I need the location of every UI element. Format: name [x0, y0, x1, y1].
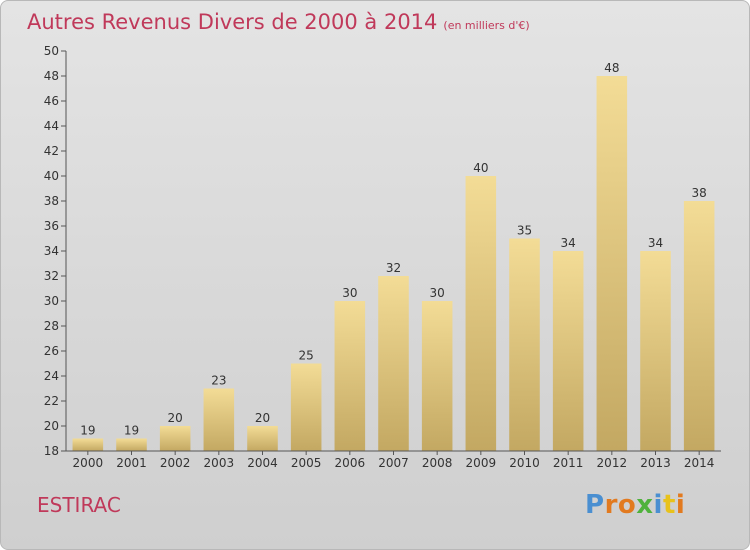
chart-title: Autres Revenus Divers de 2000 à 2014 (en … [27, 10, 530, 34]
x-tick-label: 2012 [597, 456, 628, 470]
bar [683, 201, 715, 451]
y-tick-label: 44 [44, 119, 59, 133]
bar [334, 301, 366, 451]
place-name: ESTIRAC [37, 493, 121, 517]
bar [203, 388, 235, 451]
y-tick-label: 32 [44, 269, 59, 283]
y-tick-label: 40 [44, 169, 59, 183]
x-tick-label: 2006 [335, 456, 366, 470]
chart-subtitle: (en milliers d'€) [443, 19, 530, 32]
bar [640, 251, 671, 451]
y-tick-label: 20 [44, 419, 59, 433]
x-tick-label: 2001 [116, 456, 147, 470]
bar [116, 438, 147, 451]
data-label: 34 [648, 236, 663, 250]
x-tick-label: 2007 [378, 456, 409, 470]
y-tick-label: 46 [44, 94, 59, 108]
data-label: 19 [80, 424, 95, 438]
bar [378, 276, 409, 451]
x-tick-label: 2014 [684, 456, 715, 470]
logo-letter: i [653, 490, 663, 520]
logo-letter: o [617, 490, 637, 520]
x-tick-label: 2005 [291, 456, 322, 470]
x-tick-label: 2011 [553, 456, 584, 470]
bar [509, 238, 540, 451]
y-tick-label: 26 [44, 344, 59, 358]
bar [72, 438, 104, 451]
logo-letter: P [585, 490, 605, 520]
data-label: 34 [561, 236, 576, 250]
data-label: 32 [386, 261, 401, 275]
data-label: 23 [211, 374, 226, 388]
x-tick-label: 2009 [466, 456, 497, 470]
y-tick-label: 22 [44, 394, 59, 408]
bars: 19 19 20 23 20 25 30 32 30 40 35 34 48 34 38 [72, 61, 715, 451]
y-tick-label: 42 [44, 144, 59, 158]
x-tick-label: 2010 [509, 456, 540, 470]
y-tick-label: 48 [44, 69, 59, 83]
data-label: 19 [124, 424, 139, 438]
x-tick-label: 2013 [640, 456, 671, 470]
bar [159, 426, 191, 451]
logo-letter: r [604, 490, 618, 520]
y-axis: 18 20 22 24 26 28 30 32 34 36 38 40 42 44 46 48 50 [44, 44, 67, 458]
data-label: 35 [517, 224, 532, 238]
y-tick-label: 36 [44, 219, 59, 233]
data-label: 40 [473, 161, 488, 175]
bar [552, 251, 584, 451]
data-label: 25 [299, 349, 314, 363]
y-tick-label: 50 [44, 44, 59, 58]
x-axis: 2000 2001 2002 2003 2004 2005 2006 2007 2008 2009… [66, 450, 721, 470]
bar [421, 301, 453, 451]
chart-title-text: Autres Revenus Divers de 2000 à 2014 [27, 10, 438, 34]
y-tick-label: 34 [44, 244, 59, 258]
logo-letter: i [675, 490, 686, 520]
data-label: 38 [692, 186, 707, 200]
y-tick-label: 30 [44, 294, 59, 308]
y-tick-label: 28 [44, 319, 59, 333]
bar [247, 426, 278, 451]
logo-letter: t [662, 490, 676, 520]
proxiti-logo[interactable]: Proxiti [585, 490, 685, 520]
x-tick-label: 2004 [247, 456, 278, 470]
y-tick-label: 38 [44, 194, 59, 208]
data-label: 30 [430, 286, 445, 300]
x-tick-label: 2000 [73, 456, 104, 470]
bar [290, 363, 322, 451]
logo-letter: x [636, 490, 654, 520]
data-label: 20 [168, 411, 183, 425]
x-tick-label: 2002 [160, 456, 191, 470]
bar [596, 76, 628, 451]
bar [465, 176, 497, 451]
data-label: 48 [604, 61, 619, 75]
x-tick-label: 2008 [422, 456, 453, 470]
y-tick-label: 24 [44, 369, 59, 383]
data-label: 30 [342, 286, 357, 300]
y-tick-label: 18 [44, 444, 59, 458]
data-label: 20 [255, 411, 270, 425]
x-tick-label: 2003 [204, 456, 235, 470]
